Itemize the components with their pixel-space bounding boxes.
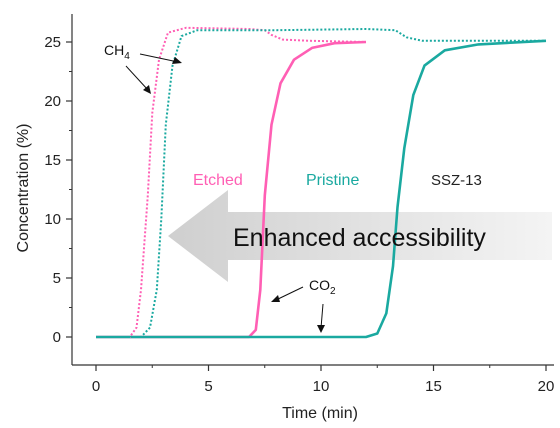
y-tick-label-10: 10 (44, 211, 61, 228)
series-line-etched-co2 (96, 40, 367, 339)
x-tick-label-5: 5 (204, 378, 212, 395)
co2-annotation: CO2 (309, 277, 336, 297)
co2-chem: CO (309, 277, 330, 293)
co2-sub: 2 (330, 286, 336, 297)
co2-arrowhead-1 (271, 295, 280, 302)
ch4-arrow-line-1 (139, 53, 179, 63)
co2-arrowhead-2 (317, 325, 325, 333)
series-line-etched-ch4 (96, 26, 367, 338)
tick-layer: 0 5 10 15 20 0 5 10 15 20 25 (44, 34, 554, 395)
y-axis-title: Concentration (%) (15, 124, 32, 253)
series-layer (96, 26, 547, 339)
ch4-arrowhead-2 (143, 85, 151, 94)
co2-arrow-line-1 (275, 286, 304, 301)
x-tick-label-15: 15 (425, 378, 442, 395)
ch4-chem: CH (104, 42, 124, 58)
series-line-pristine-co2 (96, 39, 547, 339)
co2-arrow-line-2 (320, 303, 324, 329)
x-axis-title: Time (min) (282, 405, 358, 422)
y-tick-label-5: 5 (53, 270, 61, 287)
x-tick-label-0: 0 (92, 378, 100, 395)
y-tick-label-15: 15 (44, 152, 61, 169)
arrow-label: Enhanced accessibility (233, 224, 486, 252)
y-tick-label-25: 25 (44, 34, 61, 51)
label-ssz13: SSZ-13 (431, 172, 482, 189)
ch4-sub: 4 (124, 51, 130, 62)
label-pristine: Pristine (306, 172, 359, 189)
y-tick-label-20: 20 (44, 93, 61, 110)
ch4-annotation: CH4 (104, 42, 130, 62)
series-line-pristine-ch4 (96, 28, 546, 338)
x-tick-label-20: 20 (538, 378, 555, 395)
ch4-arrow-line-2 (125, 65, 149, 91)
x-tick-label-10: 10 (313, 378, 330, 395)
ch4-arrowhead-1 (172, 57, 182, 64)
label-etched: Etched (193, 172, 243, 189)
y-tick-label-0: 0 (53, 329, 61, 346)
